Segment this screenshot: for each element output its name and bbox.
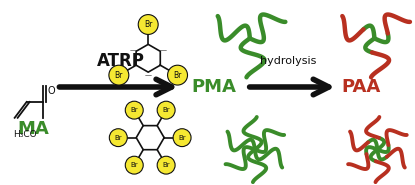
Text: —: — bbox=[159, 47, 166, 53]
Text: —: — bbox=[130, 47, 137, 53]
Circle shape bbox=[125, 101, 143, 119]
Circle shape bbox=[109, 129, 127, 147]
Text: Br: Br bbox=[162, 162, 170, 168]
Text: Br: Br bbox=[144, 20, 152, 29]
Circle shape bbox=[109, 65, 129, 85]
Text: —: — bbox=[145, 72, 152, 78]
Text: PAA: PAA bbox=[341, 78, 380, 96]
Text: ATRP: ATRP bbox=[97, 52, 144, 70]
Circle shape bbox=[125, 156, 143, 174]
Circle shape bbox=[138, 15, 158, 34]
Circle shape bbox=[173, 129, 191, 147]
Text: Br: Br bbox=[130, 162, 138, 168]
Circle shape bbox=[157, 156, 175, 174]
Text: Br: Br bbox=[178, 135, 186, 141]
Text: O: O bbox=[48, 86, 55, 96]
Text: MA: MA bbox=[17, 120, 49, 138]
Text: hydrolysis: hydrolysis bbox=[260, 56, 316, 66]
Text: Br: Br bbox=[115, 135, 122, 141]
Text: Br: Br bbox=[115, 71, 123, 80]
Text: PMA: PMA bbox=[191, 78, 236, 96]
Circle shape bbox=[168, 65, 188, 85]
Text: H₃CO: H₃CO bbox=[12, 130, 36, 139]
Text: Br: Br bbox=[130, 107, 138, 113]
Text: Br: Br bbox=[173, 71, 182, 80]
Text: Br: Br bbox=[162, 107, 170, 113]
Circle shape bbox=[157, 101, 175, 119]
